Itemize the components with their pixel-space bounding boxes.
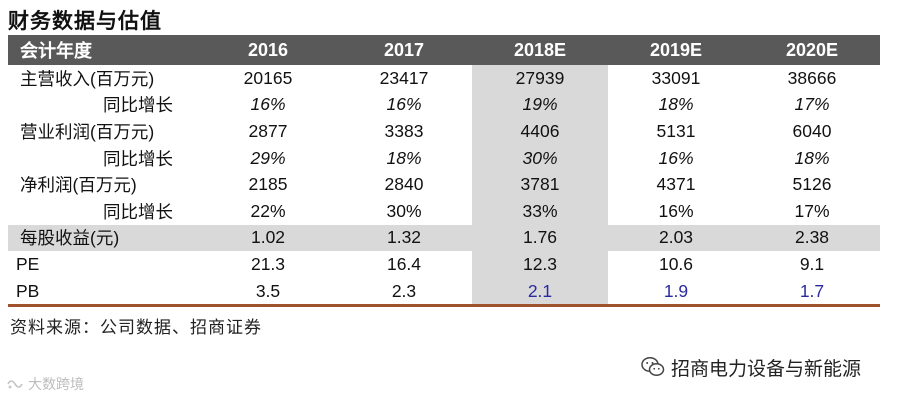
watermark-logo-icon: [7, 380, 23, 389]
table-row: 营业利润(百万元) 2877 3383 4406 5131 6040: [8, 118, 880, 145]
cell: 21.3: [250, 253, 286, 274]
cell: 30%: [472, 144, 608, 172]
header-year: 2019E: [649, 39, 703, 60]
cell: 33%: [472, 197, 608, 225]
cell: 6040: [792, 120, 832, 141]
cell: 2185: [248, 174, 288, 195]
table-row: 同比增长 16% 16% 19% 18% 17%: [8, 91, 880, 119]
cell: 33091: [651, 67, 701, 88]
cell: 9.1: [799, 253, 825, 274]
cell: 29%: [250, 147, 286, 168]
cell: 27939: [472, 65, 608, 92]
cell: 16.4: [386, 253, 422, 274]
cell: 16%: [658, 147, 694, 168]
table-header: 会计年度 2016 2017 2018E 2019E 2020E: [8, 35, 880, 65]
cell: 1.32: [386, 227, 422, 248]
table-row: PE 21.3 16.4 12.3 10.6 9.1: [8, 251, 880, 278]
cell: 5131: [656, 120, 696, 141]
wechat-account-name: 招商电力设备与新能源: [671, 358, 862, 380]
cell: 1.76: [472, 224, 608, 252]
row-label: PE: [16, 253, 40, 274]
cell: 38666: [787, 67, 837, 88]
table-row: 同比增长 22% 30% 33% 16% 17%: [8, 197, 880, 225]
header-year: 2016: [247, 39, 289, 60]
cell: 10.6: [658, 253, 694, 274]
row-label: 净利润(百万元): [20, 175, 137, 196]
cell: 4371: [656, 174, 696, 195]
row-label: PB: [16, 280, 40, 301]
cell: 2877: [248, 120, 288, 141]
cell: 3383: [384, 120, 424, 141]
cell: 17%: [794, 94, 830, 115]
cell: 1.9: [663, 280, 689, 301]
watermark: 大数跨境: [6, 374, 84, 394]
cell: 3781: [472, 171, 608, 198]
cell: 1.02: [250, 227, 286, 248]
row-label: 营业利润(百万元): [20, 121, 155, 142]
wechat-account: 招商电力设备与新能源: [641, 353, 861, 381]
row-label: 同比增长: [103, 201, 173, 222]
cell: 5126: [792, 174, 832, 195]
cell: 19%: [472, 91, 608, 119]
watermark-text: 大数跨境: [28, 376, 84, 392]
table-row: 主营收入(百万元) 20165 23417 27939 33091 38666: [8, 65, 880, 92]
cell: 16%: [658, 200, 694, 221]
wechat-icon: [641, 356, 665, 377]
page-title: 财务数据与估值: [8, 10, 162, 33]
cell: 16%: [250, 94, 286, 115]
cell: 1.7: [799, 280, 825, 301]
row-label: 同比增长: [103, 148, 173, 169]
cell: 2.03: [658, 227, 694, 248]
table-bottom-rule: [8, 304, 880, 308]
cell: 2.1: [472, 277, 608, 305]
row-label: 主营收入(百万元): [20, 68, 155, 89]
financial-table: 会计年度 2016 2017 2018E 2019E 2020E 主营收入(百万…: [8, 35, 880, 308]
cell: 20165: [243, 67, 293, 88]
cell: 22%: [250, 200, 286, 221]
source-note: 资料来源：公司数据、招商证券: [10, 318, 262, 337]
header-label: 会计年度: [20, 41, 92, 61]
cell: 17%: [794, 200, 830, 221]
table-row: 每股收益(元) 1.02 1.32 1.76 2.03 2.38: [8, 224, 880, 252]
cell: 23417: [379, 67, 429, 88]
cell: 3.5: [255, 280, 281, 301]
cell: 2.38: [794, 227, 830, 248]
cell: 2.3: [391, 280, 417, 301]
header-year: 2020E: [785, 39, 839, 60]
cell: 4406: [472, 118, 608, 145]
table-row: 同比增长 29% 18% 30% 16% 18%: [8, 144, 880, 172]
table-row: PB 3.5 2.3 2.1 1.9 1.7: [8, 277, 880, 305]
cell: 16%: [386, 94, 422, 115]
row-label: 同比增长: [103, 95, 173, 116]
cell: 18%: [794, 147, 830, 168]
cell: 18%: [386, 147, 422, 168]
table-row: 净利润(百万元) 2185 2840 3781 4371 5126: [8, 171, 880, 198]
cell: 30%: [386, 200, 422, 221]
header-year: 2017: [383, 39, 425, 60]
cell: 18%: [658, 94, 694, 115]
row-label: 每股收益(元): [20, 228, 120, 249]
cell: 12.3: [472, 251, 608, 278]
header-year: 2018E: [513, 39, 567, 60]
cell: 2840: [384, 174, 424, 195]
